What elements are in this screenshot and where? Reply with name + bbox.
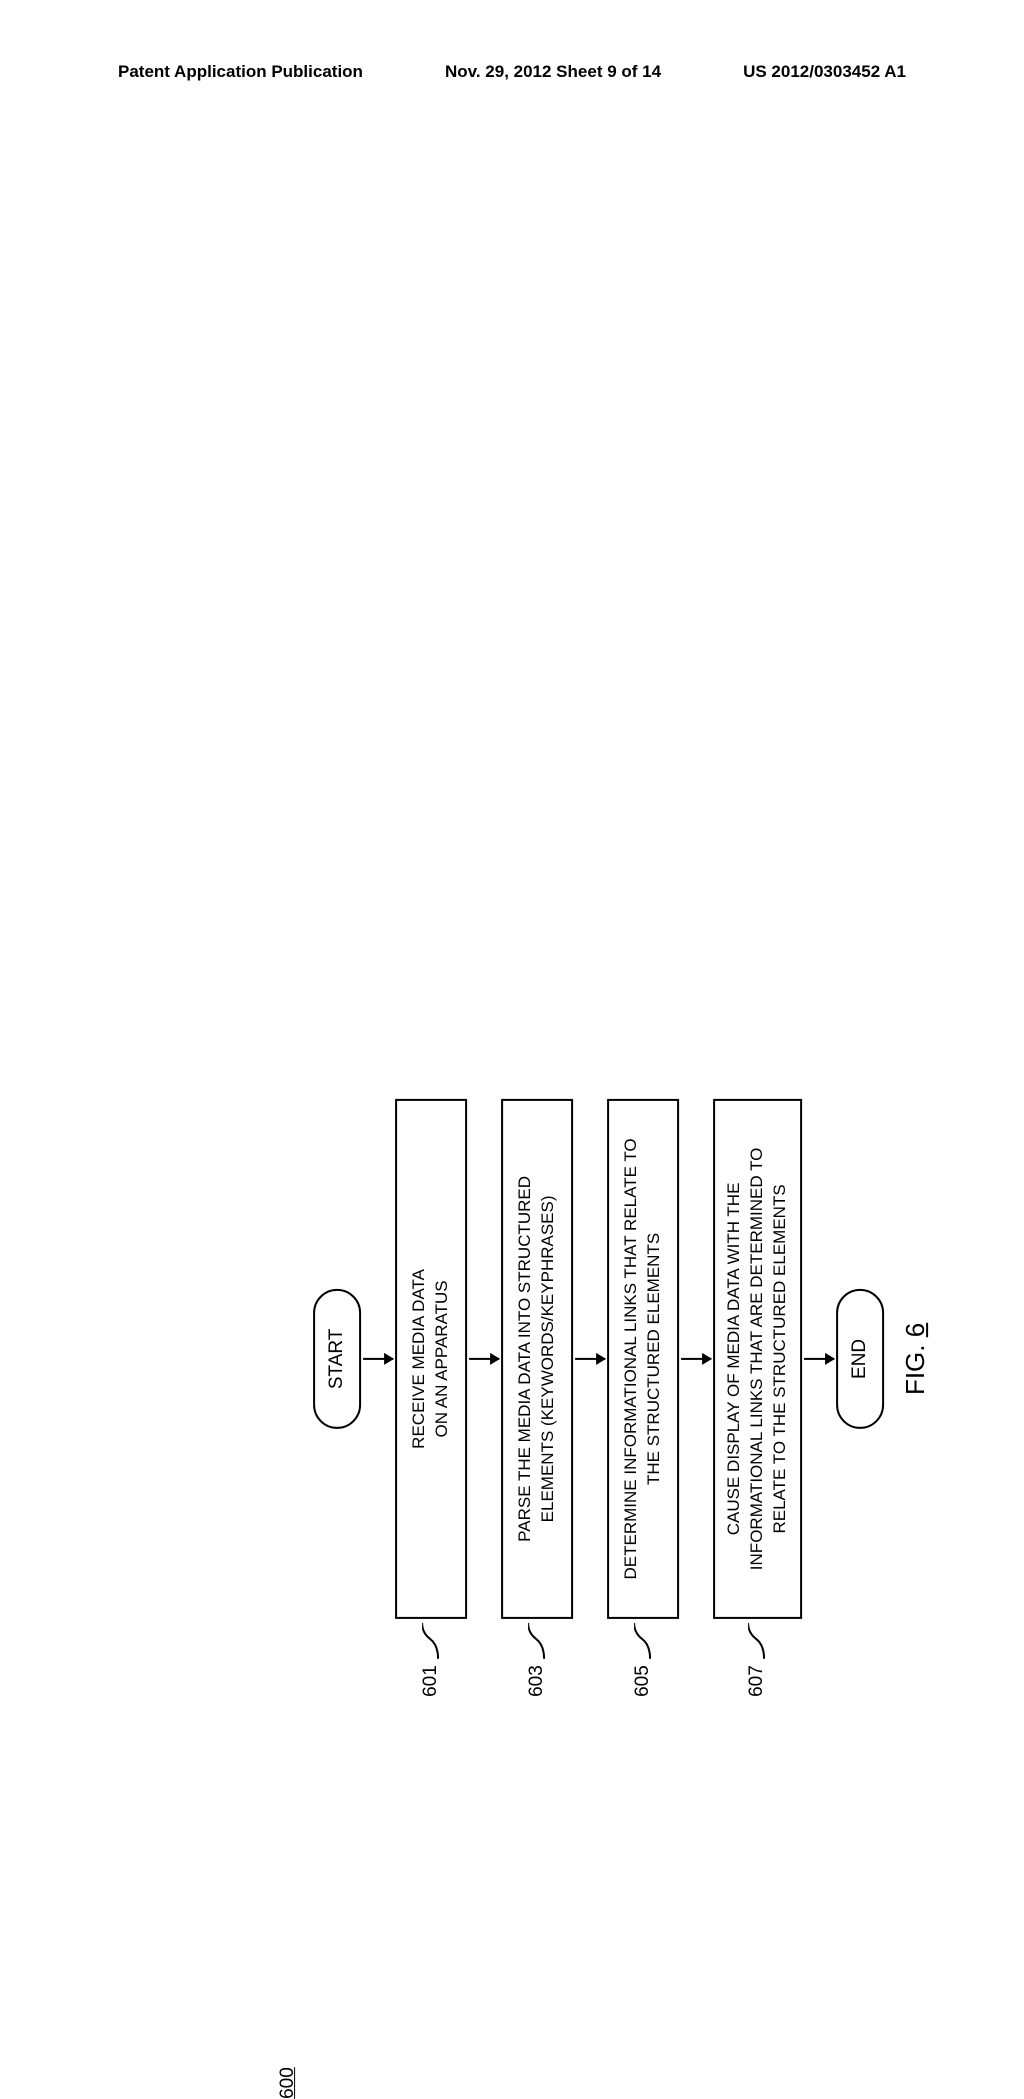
flowchart-ref-number: 600 (277, 2067, 299, 2099)
step-607-box: CAUSE DISPLAY OF MEDIA DATA WITH THEINFO… (713, 1099, 802, 1619)
arrow (363, 1358, 393, 1360)
leader-curve-icon (422, 1623, 440, 1659)
figure-label-prefix: FIG. (900, 1344, 930, 1395)
arrow (804, 1358, 834, 1360)
step-603-box: PARSE THE MEDIA DATA INTO STRUCTUREDELEM… (501, 1099, 573, 1619)
step-605-wrap: 605 DETERMINE INFORMATIONAL LINKS THAT R… (607, 1099, 679, 1619)
step-label-605: 605 (632, 1665, 654, 1697)
flowchart: 600 START 601 RECEIVE MEDIA DATAON AN AP… (313, 969, 931, 1749)
leader-curve-icon (528, 1623, 546, 1659)
terminal-start: START (313, 1289, 361, 1429)
rotated-flowchart-wrapper: 600 START 601 RECEIVE MEDIA DATAON AN AP… (593, 579, 1024, 1359)
step-label-607: 607 (747, 1665, 769, 1697)
arrow (681, 1358, 711, 1360)
step-607-wrap: 607 CAUSE DISPLAY OF MEDIA DATA WITH THE… (713, 1099, 802, 1619)
leader-curve-icon (749, 1623, 767, 1659)
figure-label-number: 6 (900, 1323, 930, 1337)
page-header: Patent Application Publication Nov. 29, … (0, 62, 1024, 82)
arrow (469, 1358, 499, 1360)
step-605-box: DETERMINE INFORMATIONAL LINKS THAT RELAT… (607, 1099, 679, 1619)
step-601-wrap: 601 RECEIVE MEDIA DATAON AN APPARATUS (395, 1099, 467, 1619)
step-label-603: 603 (526, 1665, 548, 1697)
leader-curve-icon (634, 1623, 652, 1659)
arrow (575, 1358, 605, 1360)
step-603-wrap: 603 PARSE THE MEDIA DATA INTO STRUCTURED… (501, 1099, 573, 1619)
figure-label: FIG. 6 (900, 1323, 931, 1395)
terminal-end: END (836, 1289, 884, 1429)
step-601-box: RECEIVE MEDIA DATAON AN APPARATUS (395, 1099, 467, 1619)
step-label-601: 601 (420, 1665, 442, 1697)
header-center: Nov. 29, 2012 Sheet 9 of 14 (445, 62, 661, 82)
header-right: US 2012/0303452 A1 (743, 62, 906, 82)
header-left: Patent Application Publication (118, 62, 363, 82)
